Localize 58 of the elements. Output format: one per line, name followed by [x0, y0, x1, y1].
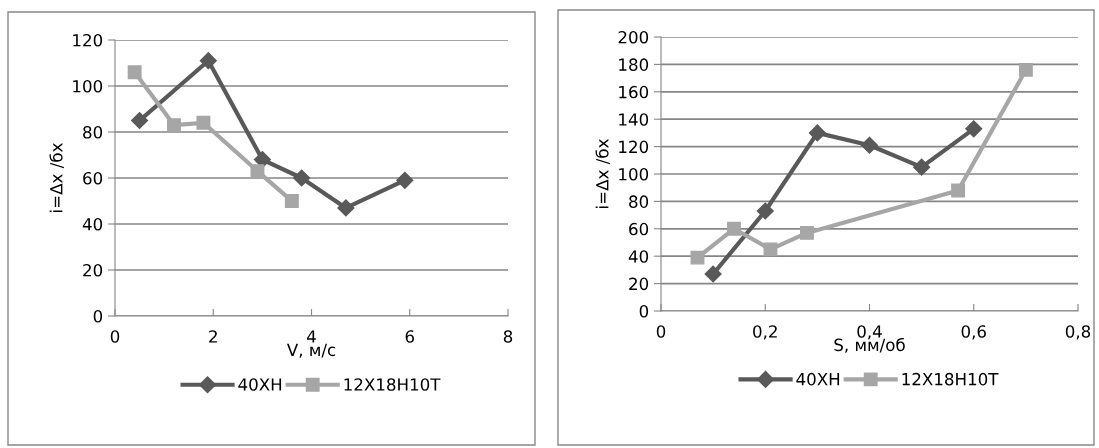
point	[690, 250, 705, 265]
x-tick-label: 0	[110, 330, 120, 343]
point	[199, 52, 217, 70]
point	[293, 169, 311, 187]
point	[756, 202, 774, 220]
x-axis-title: V, м/с	[286, 343, 336, 358]
point	[196, 115, 211, 130]
y-tick-label: 120	[619, 140, 649, 154]
y-tick-label: 160	[619, 85, 649, 99]
y-tick-label: 60	[629, 222, 649, 236]
y-axis-title: i=Δx /бх	[49, 143, 64, 212]
y-tick-label: 180	[619, 58, 649, 71]
point	[965, 120, 983, 138]
point	[131, 111, 149, 130]
x-tick-label: 0,4	[857, 325, 882, 340]
x-tick-label: 4	[307, 330, 316, 343]
y-tick-label: 100	[619, 167, 649, 181]
x-tick-label: 8	[503, 330, 513, 343]
y-tick-label: 140	[619, 113, 649, 126]
y-tick-label: 40	[628, 250, 649, 263]
x-tick-label: 0,2	[753, 325, 777, 340]
point	[396, 171, 414, 189]
point	[704, 265, 722, 283]
point	[1018, 62, 1033, 77]
y-tick-label: 80	[83, 125, 103, 139]
y-tick-label: 80	[629, 195, 649, 208]
point	[337, 199, 355, 217]
legend-label: 40ХН	[796, 372, 840, 386]
legend-label: 40ХН	[238, 378, 282, 391]
point	[913, 158, 931, 176]
x-tick-label: 0,8	[1065, 325, 1091, 340]
x-tick-label: 0	[656, 325, 666, 338]
legend-label: 12Х18Н10Т	[902, 372, 999, 386]
point	[800, 225, 814, 240]
point	[860, 136, 879, 154]
y-tick-label: 0	[639, 304, 649, 318]
point	[763, 242, 778, 257]
y-tick-label: 20	[83, 263, 103, 277]
point	[808, 124, 826, 142]
point	[284, 194, 299, 208]
point	[127, 65, 142, 80]
legend-label: 12Х18Н10Т	[344, 378, 441, 391]
y-tick-label: 20	[629, 277, 649, 291]
point	[951, 183, 966, 198]
x-axis-title: S, мм/об	[834, 337, 905, 353]
x-tick-label: 6	[405, 330, 414, 343]
y-tick-label: 200	[618, 30, 649, 44]
y-axis-title: i=Δx /бх	[595, 139, 610, 208]
y-tick-label: 60	[83, 171, 103, 185]
x-tick-label: 0,6	[961, 325, 986, 340]
y-tick-label: 0	[93, 309, 103, 323]
y-tick-label: 100	[73, 79, 103, 93]
y-tick-label: 120	[73, 33, 103, 47]
x-tick-label: 2	[209, 330, 217, 343]
point	[250, 164, 265, 179]
point	[727, 221, 741, 236]
y-tick-label: 40	[82, 217, 103, 231]
point	[167, 118, 181, 133]
